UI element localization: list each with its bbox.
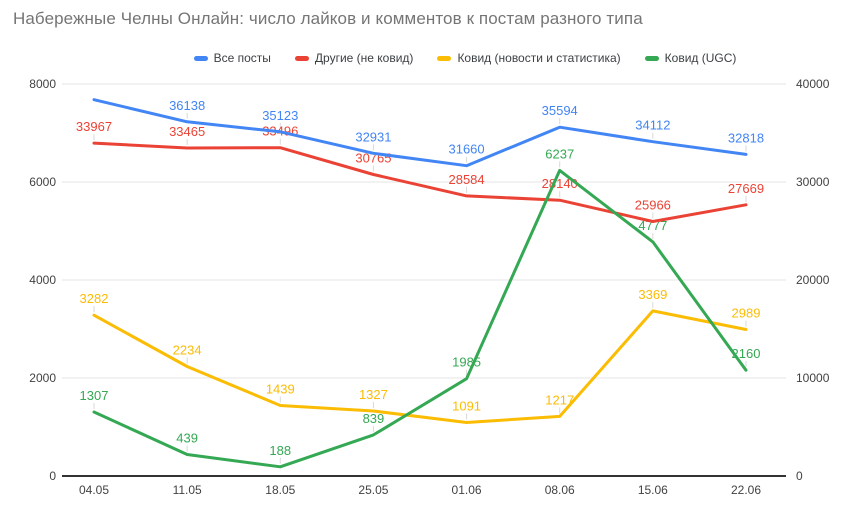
data-point-label: 1091 [452, 399, 481, 414]
legend-swatch-icon [294, 55, 309, 61]
right-axis-tick-label: 10000 [796, 371, 830, 385]
data-point-label: 3369 [638, 287, 667, 302]
data-point-label: 34112 [635, 118, 670, 133]
data-point-label: 33465 [169, 124, 205, 139]
data-point-label: 1217 [545, 392, 574, 407]
data-point-label: 33967 [76, 119, 112, 134]
data-point-label: 1327 [359, 387, 388, 402]
right-axis-tick-label: 0 [796, 469, 803, 483]
data-point-label: 839 [363, 411, 385, 426]
chart-title: Набережные Челны Онлайн: число лайков и … [13, 9, 643, 28]
data-point-label: 1439 [266, 381, 295, 396]
data-point-label: 3282 [80, 291, 109, 306]
data-point-label: 25966 [635, 198, 671, 213]
right-axis-tick-label: 20000 [796, 273, 830, 287]
x-axis-tick-label: 18.05 [265, 483, 295, 497]
legend-label: Все посты [213, 51, 271, 65]
legend-swatch-icon [644, 55, 659, 61]
chart-legend: Все посты Другие (не ковид) Ковид (новос… [0, 49, 850, 67]
data-point-label: 2160 [732, 346, 761, 361]
data-point-label: 36138 [169, 98, 205, 113]
legend-label: Ковид (UGC) [664, 51, 737, 65]
left-axis-tick-label: 6000 [29, 175, 56, 189]
series-line [92, 141, 748, 223]
data-point-label: 2989 [732, 306, 761, 321]
legend-label: Другие (не ковид) [314, 51, 414, 65]
legend-swatch-icon [193, 55, 208, 61]
left-axis-tick-label: 8000 [29, 77, 56, 91]
x-axis-tick-label: 08.06 [545, 483, 575, 497]
left-axis-tick-label: 4000 [29, 273, 56, 287]
data-point-label: 6237 [545, 146, 574, 161]
legend-label: Ковид (новости и статистика) [457, 51, 621, 65]
data-point-label: 1307 [80, 388, 109, 403]
data-point-label: 188 [269, 443, 291, 458]
x-axis-tick-label: 04.05 [79, 483, 109, 497]
data-point-label: 27669 [728, 181, 764, 196]
legend-item-covid-ugc: Ковид (UGC) [644, 51, 737, 65]
data-point-label: 28584 [448, 172, 484, 187]
series-line [92, 309, 748, 424]
legend-swatch-icon [437, 55, 452, 61]
x-axis-tick-label: 22.06 [731, 483, 761, 497]
right-axis-tick-label: 40000 [796, 77, 830, 91]
x-axis-tick-label: 25.05 [358, 483, 388, 497]
legend-item-other-non-covid: Другие (не ковид) [294, 51, 414, 65]
data-point-label: 31660 [448, 142, 484, 157]
data-point-label: 35594 [542, 103, 578, 118]
right-axis-tick-label: 30000 [796, 175, 830, 189]
series-line [92, 168, 748, 469]
left-axis-tick-label: 0 [49, 469, 56, 483]
data-point-label: 35123 [262, 108, 298, 123]
data-point-label: 32818 [728, 130, 764, 145]
x-axis-tick-label: 01.06 [452, 483, 482, 497]
left-axis-tick-label: 2000 [29, 371, 56, 385]
legend-item-all-posts: Все посты [193, 51, 271, 65]
data-point-label: 32931 [355, 129, 391, 144]
data-point-label: 2234 [173, 343, 202, 358]
series-line [92, 98, 748, 168]
x-axis-tick-label: 11.05 [173, 483, 202, 497]
data-point-label: 439 [176, 430, 198, 445]
legend-item-covid-news: Ковид (новости и статистика) [437, 51, 621, 65]
x-axis-tick-label: 15.06 [638, 483, 668, 497]
